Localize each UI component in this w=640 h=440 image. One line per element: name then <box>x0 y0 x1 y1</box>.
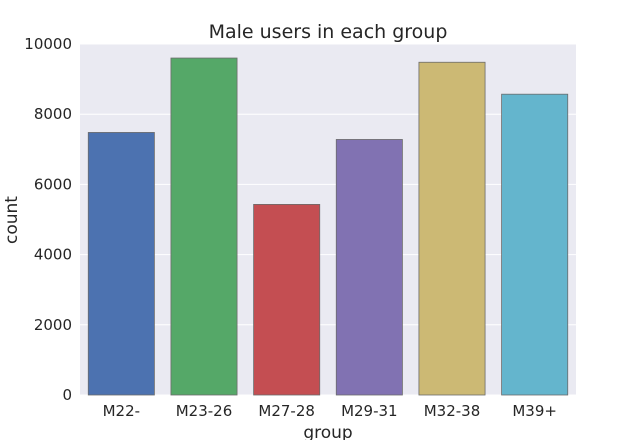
y-tick-label: 10000 <box>24 35 72 53</box>
y-tick-label: 2000 <box>34 316 72 334</box>
bar-m23-26 <box>170 57 238 396</box>
y-tick-label: 6000 <box>34 175 72 193</box>
chart-title: Male users in each group <box>209 21 448 43</box>
bar-m29-31 <box>335 139 403 396</box>
bar-m32-38 <box>418 61 486 396</box>
y-axis-label: count <box>2 196 22 244</box>
x-tick-label: M23-26 <box>176 402 233 420</box>
bars <box>87 57 569 396</box>
y-tick-label: 8000 <box>34 105 72 123</box>
plot-area <box>80 44 576 395</box>
y-tick-labels: 0 2000 4000 6000 8000 10000 <box>24 35 72 404</box>
x-tick-labels: M22- M23-26 M27-28 M29-31 M32-38 M39+ <box>103 402 557 420</box>
gridlines <box>80 43 576 396</box>
x-axis-label: group <box>303 423 352 440</box>
x-tick-label: M29-31 <box>341 402 398 420</box>
y-tick-label: 0 <box>62 386 72 404</box>
x-tick-label: M27-28 <box>258 402 315 420</box>
x-tick-label: M32-38 <box>424 402 481 420</box>
x-tick-label: M22- <box>103 402 140 420</box>
y-tick-label: 4000 <box>34 246 72 264</box>
bar-m22 <box>87 132 155 396</box>
bar-m27-28 <box>253 204 321 396</box>
x-tick-label: M39+ <box>512 402 557 420</box>
bar-m39 <box>501 93 569 396</box>
